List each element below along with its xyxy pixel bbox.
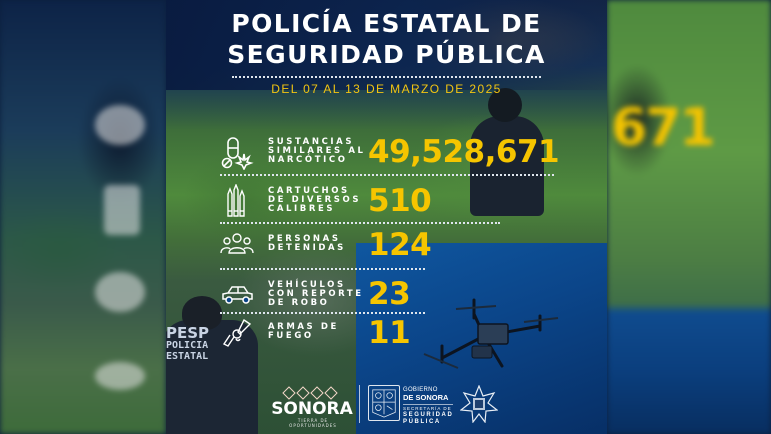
- date-range: DEL 07 AL 13 DE MARZO DE 2025: [271, 82, 502, 96]
- blurred-background-right: 671: [607, 0, 771, 434]
- car-icon: [222, 286, 253, 304]
- row-divider: [220, 174, 554, 176]
- ammunition-icon: [227, 184, 245, 217]
- sonora-logo: SONORA TIERRA DE OPORTUNIDADES: [271, 386, 353, 428]
- stat-row-firearms: ARMAS DE FUEGO 11: [220, 316, 555, 350]
- people-group-icon: [220, 233, 254, 254]
- infographic-panel: PESP POLICIA ESTATAL POLICÍA ESTATAL DE …: [166, 0, 607, 434]
- title-divider: [232, 76, 541, 78]
- stat-value: 11: [368, 315, 411, 351]
- government-secretariat-logo: GOBIERNO DE SONORA SECRETARÍA DE SEGURID…: [403, 387, 454, 425]
- officer-photo-front: PESP POLICIA ESTATAL: [166, 296, 270, 434]
- sonora-coat-of-arms-icon: [368, 385, 400, 421]
- stat-value: 510: [368, 183, 432, 219]
- stat-row-cartridges: CARTUCHOS DE DIVERSOS CALIBRES 510: [220, 182, 555, 222]
- row-divider: [220, 222, 500, 224]
- revolver-icon: [222, 318, 252, 347]
- stat-value: 124: [368, 227, 432, 263]
- blurred-number-fragment: 671: [611, 98, 716, 158]
- sonora-tagline: TIERRA DE OPORTUNIDADES: [289, 418, 337, 428]
- stat-value: 23: [368, 276, 411, 312]
- logo-divider: [359, 385, 360, 423]
- header-gradient: [166, 0, 607, 90]
- stat-label: ARMAS DE FUEGO: [268, 322, 339, 341]
- police-badge-icon: [460, 385, 498, 423]
- row-divider: [220, 268, 425, 270]
- stat-label: VEHÍCULOS CON REPORTE DE ROBO: [268, 280, 364, 308]
- row-divider: [220, 312, 425, 314]
- stat-label: CARTUCHOS DE DIVERSOS CALIBRES: [268, 186, 362, 214]
- officer-patch: PESP POLICIA ESTATAL: [166, 324, 210, 363]
- officer-photo-back: [466, 88, 546, 218]
- stat-label: SUSTANCIAS SIMILARES AL NARCÓTICO: [268, 137, 366, 165]
- stat-label: PERSONAS DETENIDAS: [268, 234, 346, 253]
- stat-value: 49,528,671: [368, 134, 560, 170]
- stat-row-detained: PERSONAS DETENIDAS 124: [220, 227, 555, 263]
- blurred-ammunition-icon: [104, 185, 140, 235]
- sonora-wordmark: SONORA: [271, 399, 353, 419]
- pills-cannabis-icon: [221, 137, 254, 170]
- drone-image: [423, 298, 559, 369]
- page-title-line-2: SEGURIDAD PÚBLICA: [227, 40, 546, 69]
- stat-row-substances: SUSTANCIAS SIMILARES AL NARCÓTICO 49,528…: [220, 134, 560, 172]
- blurred-background-left: [0, 0, 166, 434]
- stat-row-vehicles: VEHÍCULOS CON REPORTE DE ROBO 23: [220, 276, 555, 314]
- blurred-pills-icon: [95, 105, 145, 145]
- blurred-car-icon: [95, 362, 145, 390]
- page-title-line-1: POLICÍA ESTATAL DE: [231, 9, 542, 38]
- blurred-people-icon: [95, 272, 145, 312]
